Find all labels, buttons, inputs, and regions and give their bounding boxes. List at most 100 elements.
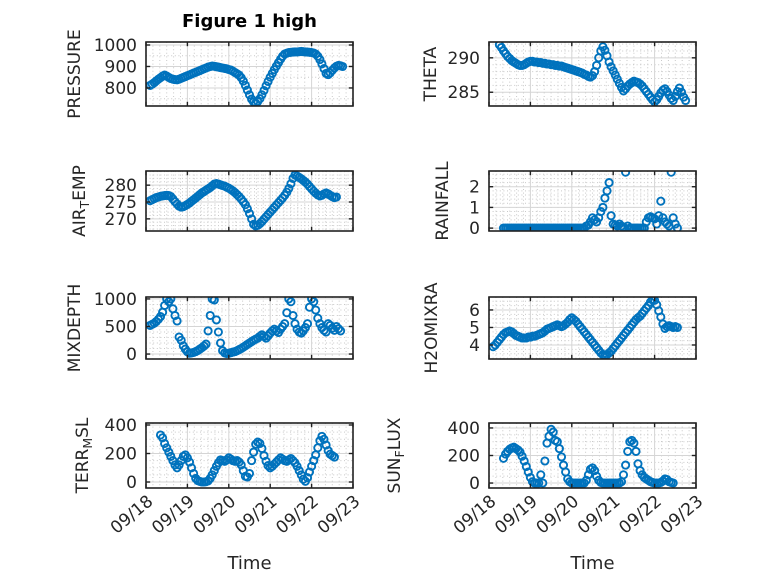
data-point [288, 456, 298, 466]
x-tick-label: 09/23 [314, 492, 364, 539]
x-axis-title-right: Time [570, 553, 615, 574]
x-tick-label: 09/21 [231, 492, 281, 539]
x-tick-label: 09/18 [107, 492, 157, 539]
x-tick-label: 09/19 [148, 492, 198, 539]
y-axis-label-pressure: PRESSURE [65, 29, 85, 118]
y-tick-label: 6 [469, 301, 480, 321]
data-point [207, 470, 217, 480]
data-point [201, 339, 211, 349]
x-tick-label: 09/21 [574, 492, 624, 539]
subplot-h2omixra: 456 H2OMIXRA [422, 282, 697, 374]
data-point [672, 322, 682, 333]
y-tick-label: 1000 [94, 290, 137, 310]
data-point [338, 61, 348, 72]
axes-box [145, 41, 354, 107]
subplot-mixdepth: 0 500 1000 MIXDEPTH [65, 284, 354, 373]
data-point [286, 297, 296, 307]
tick-marks [145, 42, 354, 106]
data-point [261, 456, 271, 466]
x-tick-label: 09/23 [657, 492, 707, 539]
data-point [242, 204, 252, 214]
data-point [203, 326, 213, 336]
data-point [213, 327, 223, 337]
data-point [598, 202, 608, 212]
data-point [656, 196, 666, 206]
data-point [329, 452, 339, 462]
data-point [288, 310, 298, 321]
data-point [321, 327, 331, 337]
data-point [286, 179, 296, 189]
data-point [513, 445, 523, 455]
figure-title: Figure 1 high [182, 11, 317, 32]
data-point [621, 460, 631, 470]
data-point [205, 310, 215, 321]
data-point [666, 171, 676, 177]
data-point [536, 470, 546, 480]
axes-box [488, 170, 697, 232]
y-axis-label-mixdepth: MIXDEPTH [65, 284, 85, 373]
y-tick-label: 400 [105, 416, 137, 436]
x-tick-label: 09/22 [615, 492, 665, 539]
y-tick-label: 900 [105, 57, 137, 77]
y-tick-label: 200 [448, 447, 480, 467]
data-point [521, 461, 531, 472]
data-point [538, 478, 548, 488]
data-point [257, 90, 267, 100]
subplot-rainfall: 012 RAINFALL [433, 161, 697, 241]
data-point [336, 326, 346, 336]
data-point [315, 55, 325, 65]
y-tick-label: 200 [105, 445, 137, 465]
y-tick-label: 270 [105, 210, 137, 230]
y-tick-label: 4 [469, 336, 480, 356]
data-point [319, 64, 329, 74]
data-point [302, 319, 313, 329]
tick-marks [145, 297, 354, 359]
data-point [604, 57, 614, 67]
y-axis-label-theta: THETA [421, 46, 441, 102]
data-point [244, 208, 255, 219]
data-point [309, 297, 319, 307]
data-point [164, 447, 174, 457]
data-point [668, 478, 678, 488]
data-point [556, 452, 567, 462]
y-tick-label: 285 [448, 83, 480, 103]
data-point [199, 341, 209, 351]
x-tick-label: 09/20 [533, 492, 583, 539]
x-tick-label: 09/22 [272, 492, 322, 539]
data-point [166, 297, 176, 304]
data-point [249, 447, 259, 457]
data-point [517, 451, 527, 461]
data-point [298, 474, 308, 484]
data-point [650, 297, 660, 305]
x-tick-label: 09/20 [190, 492, 240, 539]
data-point [534, 478, 544, 488]
data-point [631, 446, 641, 456]
data-point [251, 439, 261, 449]
y-tick-label: 280 [105, 176, 137, 196]
data-point [247, 456, 257, 466]
data-point [238, 76, 248, 86]
y-tick-label: 275 [105, 193, 137, 213]
data-point [160, 438, 170, 449]
data-point [315, 436, 325, 446]
data-point [629, 438, 639, 448]
axes-box [488, 41, 697, 107]
y-tick-label: 290 [448, 49, 480, 69]
y-tick-label: 500 [105, 317, 137, 337]
data-point [604, 178, 614, 188]
data-point [311, 305, 321, 315]
y-tick-label: 5 [469, 318, 480, 338]
y-tick-label: 1000 [94, 36, 137, 56]
data-point [311, 49, 321, 59]
axes-box [145, 422, 354, 489]
data-point [255, 438, 265, 449]
y-axis-label-air_temp: AIRTEMP [70, 165, 92, 237]
data-point [676, 87, 687, 97]
data-point [263, 76, 273, 87]
data-point [652, 219, 662, 229]
tick-marks [145, 423, 354, 488]
